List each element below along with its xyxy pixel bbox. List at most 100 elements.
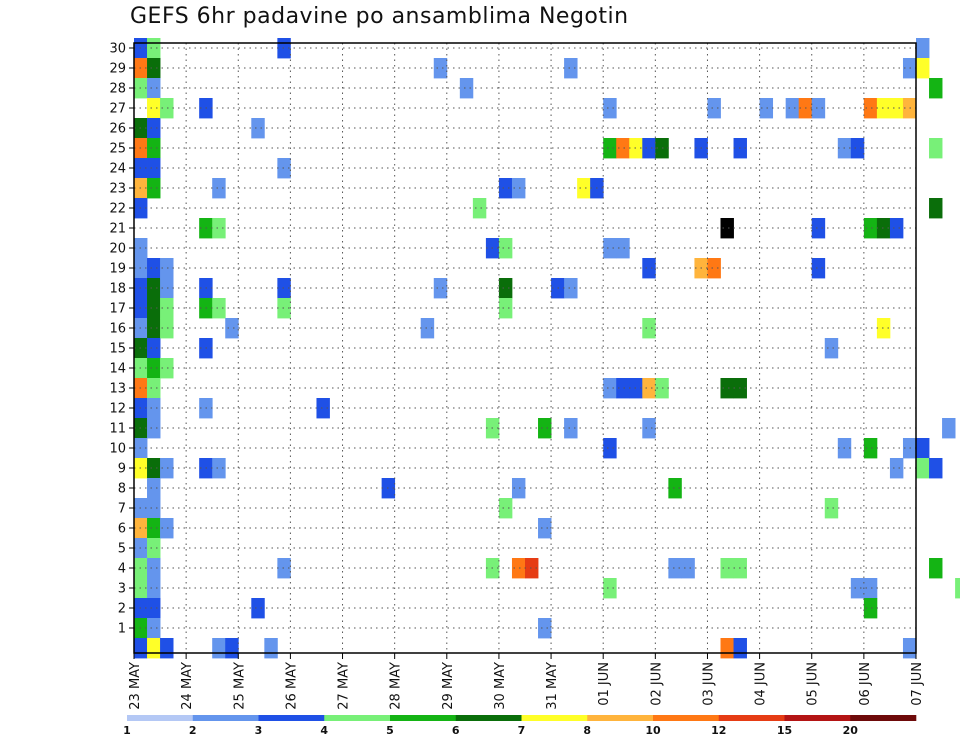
- y-tick-label: 5: [118, 542, 126, 557]
- colorbar-label: 6: [452, 724, 460, 737]
- heatmap-cell: [147, 158, 161, 179]
- x-tick-label: 28 MAY: [389, 662, 404, 710]
- y-tick-label: 8: [118, 482, 126, 497]
- heatmap-cell: [277, 278, 291, 299]
- colorbar-label: 20: [843, 724, 859, 737]
- heatmap-cell: [420, 318, 435, 339]
- y-tick-label: 7: [118, 502, 126, 517]
- heatmap-cell: [603, 238, 617, 259]
- heatmap-cell: [147, 258, 161, 279]
- heatmap-cell: [564, 418, 578, 439]
- x-tick-label: 25 MAY: [232, 662, 247, 710]
- heatmap-cell: [147, 458, 161, 479]
- heatmap-cell: [668, 478, 682, 499]
- x-tick-label: 07 JUN: [910, 662, 925, 706]
- y-tick-label: 12: [109, 402, 126, 417]
- y-tick-label: 14: [109, 362, 126, 377]
- heatmap-cell: [147, 598, 161, 619]
- y-tick-label: 20: [109, 242, 126, 257]
- heatmap-cell: [929, 78, 943, 99]
- y-tick-label: 11: [109, 422, 126, 437]
- y-tick-label: 26: [109, 122, 126, 137]
- x-tick-label: 03 JUN: [701, 662, 716, 706]
- y-tick-label: 22: [109, 202, 126, 217]
- heatmap-cell: [147, 38, 161, 59]
- heatmap-cell: [863, 98, 878, 119]
- heatmap-cell: [720, 558, 734, 579]
- heatmap-cell: [642, 318, 656, 339]
- heatmap-cell: [498, 278, 513, 299]
- heatmap-cell: [929, 458, 943, 479]
- y-tick-label: 30: [109, 42, 126, 57]
- x-tick-label: 02 JUN: [649, 662, 664, 706]
- heatmap-cell: [720, 638, 734, 659]
- y-tick-label: 25: [109, 142, 126, 157]
- colorbar-segment: [324, 715, 391, 721]
- heatmap-cell: [160, 98, 174, 119]
- heatmap-cell: [160, 518, 174, 539]
- heatmap-cell: [785, 98, 800, 119]
- y-tick-label: 10: [109, 442, 126, 457]
- colorbar-legend: 1 2 3 4 5 6 7 8 10 12 15 20: [123, 715, 917, 737]
- heatmap-cell: [277, 298, 291, 319]
- colorbar-segment: [258, 715, 325, 721]
- x-tick-label: 06 JUN: [858, 662, 873, 706]
- heatmap-cell: [538, 418, 552, 439]
- colorbar-label: 1: [123, 724, 131, 737]
- heatmap-cell: [942, 418, 956, 439]
- heatmap-cell: [577, 178, 591, 199]
- heatmap-cell: [929, 198, 943, 219]
- heatmap-cell: [876, 218, 891, 239]
- heatmap-cell: [498, 178, 513, 199]
- heatmap-cell: [707, 258, 721, 279]
- colorbar-segment: [587, 715, 654, 721]
- heatmap-cell: [811, 218, 826, 239]
- heatmap-cell: [850, 138, 865, 159]
- colorbar-label: 3: [255, 724, 263, 737]
- heatmap-cell: [147, 118, 161, 139]
- heatmap-cell: [889, 218, 904, 239]
- heatmap-cell: [147, 178, 161, 199]
- heatmap-cell: [538, 518, 552, 539]
- colorbar-label: 2: [189, 724, 197, 737]
- y-tick-label: 19: [109, 262, 126, 277]
- heatmap-cell: [147, 538, 161, 559]
- heatmap-cell: [433, 278, 448, 299]
- heatmap-cell: [147, 98, 161, 119]
- heatmap-cell: [147, 278, 161, 299]
- y-tick-label: 24: [109, 162, 126, 177]
- y-tick-label: 13: [109, 382, 126, 397]
- y-tick-label: 23: [109, 182, 126, 197]
- heatmap-cell: [916, 58, 930, 79]
- heatmap-cell: [147, 578, 161, 599]
- colorbar-segment: [127, 715, 194, 721]
- heatmap-cell: [616, 378, 630, 399]
- heatmap-cell: [538, 618, 552, 639]
- y-tick-label: 16: [109, 322, 126, 337]
- heatmap-cell: [147, 298, 161, 319]
- y-tick-label: 28: [109, 82, 126, 97]
- heatmap-cell: [511, 178, 526, 199]
- colorbar-label: 15: [777, 724, 792, 737]
- y-tick-label: 17: [109, 302, 126, 317]
- heatmap-cell: [850, 578, 865, 599]
- y-tick-label: 18: [109, 282, 126, 297]
- x-tick-label: 29 MAY: [441, 662, 456, 710]
- colorbar-segment: [850, 715, 917, 721]
- heatmap-cell: [212, 298, 226, 319]
- y-tick-label: 15: [109, 342, 126, 357]
- heatmap-cell: [811, 258, 826, 279]
- heatmap-cell: [811, 98, 826, 119]
- x-tick-label: 27 MAY: [337, 662, 352, 710]
- colorbar-label: 8: [583, 724, 591, 737]
- heatmap-cell: [707, 98, 721, 119]
- heatmap-cell: [160, 278, 174, 299]
- heatmap-cell: [147, 558, 161, 579]
- heatmap-cell: [212, 458, 226, 479]
- x-tick-label: 01 JUN: [597, 662, 612, 706]
- heatmap-cell: [929, 138, 943, 159]
- x-axis: 23 MAY 24 MAY 25 MAY 26 MAY 27 MAY 28 MAY 29 M…: [128, 653, 925, 710]
- heatmap-cell: [564, 58, 578, 79]
- heatmap-cell: [564, 278, 578, 299]
